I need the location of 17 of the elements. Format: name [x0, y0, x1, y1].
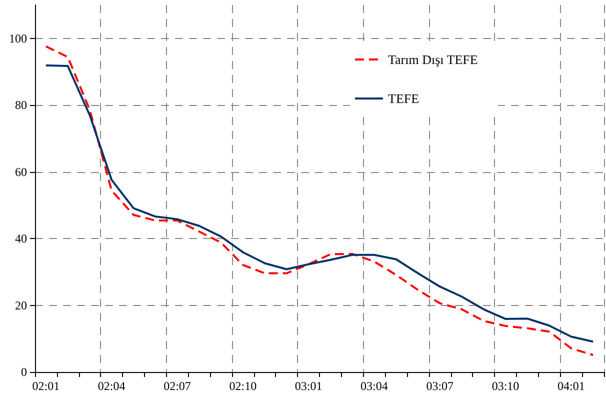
- x-tick-label: 04:01: [558, 379, 585, 393]
- y-tick-label: 100: [9, 31, 27, 46]
- x-tick-label: 02:10: [229, 379, 257, 393]
- x-tick-label: 03:07: [426, 379, 454, 393]
- x-tick-label: 02:04: [98, 379, 126, 393]
- x-tick-label: 02:07: [164, 379, 191, 393]
- y-tick-label: 40: [15, 232, 27, 246]
- legend-label: TEFE: [388, 91, 420, 106]
- y-tick-label: 80: [15, 98, 27, 112]
- x-tick-label: 03:10: [492, 379, 520, 393]
- y-tick-label: 0: [21, 365, 27, 379]
- y-tick-label: 20: [15, 298, 27, 312]
- legend-label: Tarım Dışı TEFE: [388, 52, 478, 67]
- x-tick-label: 03:04: [360, 379, 388, 393]
- x-tick-label: 03:01: [294, 379, 322, 393]
- x-tick-label: 02:01: [32, 379, 60, 393]
- y-tick-label: 60: [15, 164, 27, 179]
